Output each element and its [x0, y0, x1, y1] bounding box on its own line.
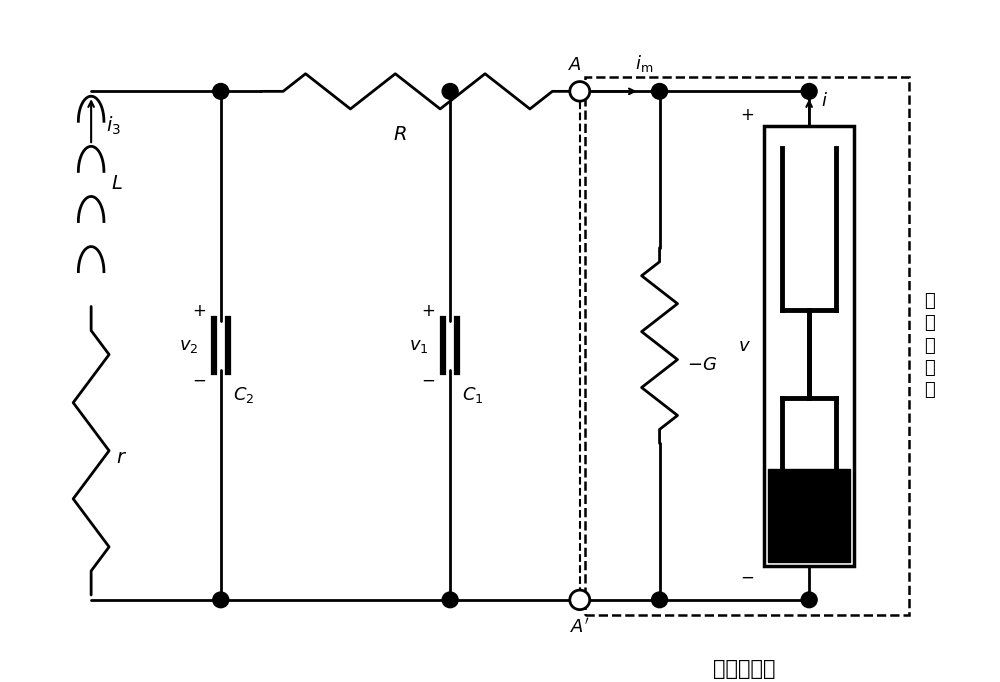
Text: $i_3$: $i_3$	[106, 115, 121, 136]
Text: $R$: $R$	[393, 125, 407, 144]
Text: $-$: $-$	[421, 371, 435, 389]
Circle shape	[213, 592, 229, 608]
Text: $v_2$: $v_2$	[179, 337, 199, 355]
Text: $+$: $+$	[192, 302, 206, 321]
Circle shape	[801, 592, 817, 608]
Text: $-$: $-$	[192, 371, 206, 389]
Text: $A'$: $A'$	[570, 617, 590, 636]
Circle shape	[213, 83, 229, 99]
Polygon shape	[764, 125, 854, 565]
Text: $L$: $L$	[111, 175, 123, 193]
Text: $C_2$: $C_2$	[233, 385, 254, 404]
Text: $C_1$: $C_1$	[462, 385, 484, 404]
Text: $i$: $i$	[821, 92, 828, 110]
Text: 有源忆阻器: 有源忆阻器	[713, 659, 776, 679]
Circle shape	[652, 592, 668, 608]
Circle shape	[801, 83, 817, 99]
Text: $+$: $+$	[421, 302, 435, 321]
Polygon shape	[768, 469, 850, 562]
Circle shape	[442, 592, 458, 608]
Text: $r$: $r$	[116, 449, 127, 467]
Text: 磁
控
忆
阻
器: 磁 控 忆 阻 器	[924, 292, 935, 399]
Text: $+$: $+$	[740, 106, 754, 123]
Circle shape	[652, 83, 668, 99]
Text: $v_1$: $v_1$	[409, 337, 428, 355]
Circle shape	[570, 590, 590, 610]
Text: $A$: $A$	[568, 56, 582, 74]
Text: $v$: $v$	[738, 337, 751, 355]
Circle shape	[442, 83, 458, 99]
Text: $i_{\rm m}$: $i_{\rm m}$	[635, 53, 653, 74]
Circle shape	[570, 82, 590, 101]
Text: $-$: $-$	[740, 567, 754, 586]
Text: $-G$: $-G$	[687, 356, 718, 374]
